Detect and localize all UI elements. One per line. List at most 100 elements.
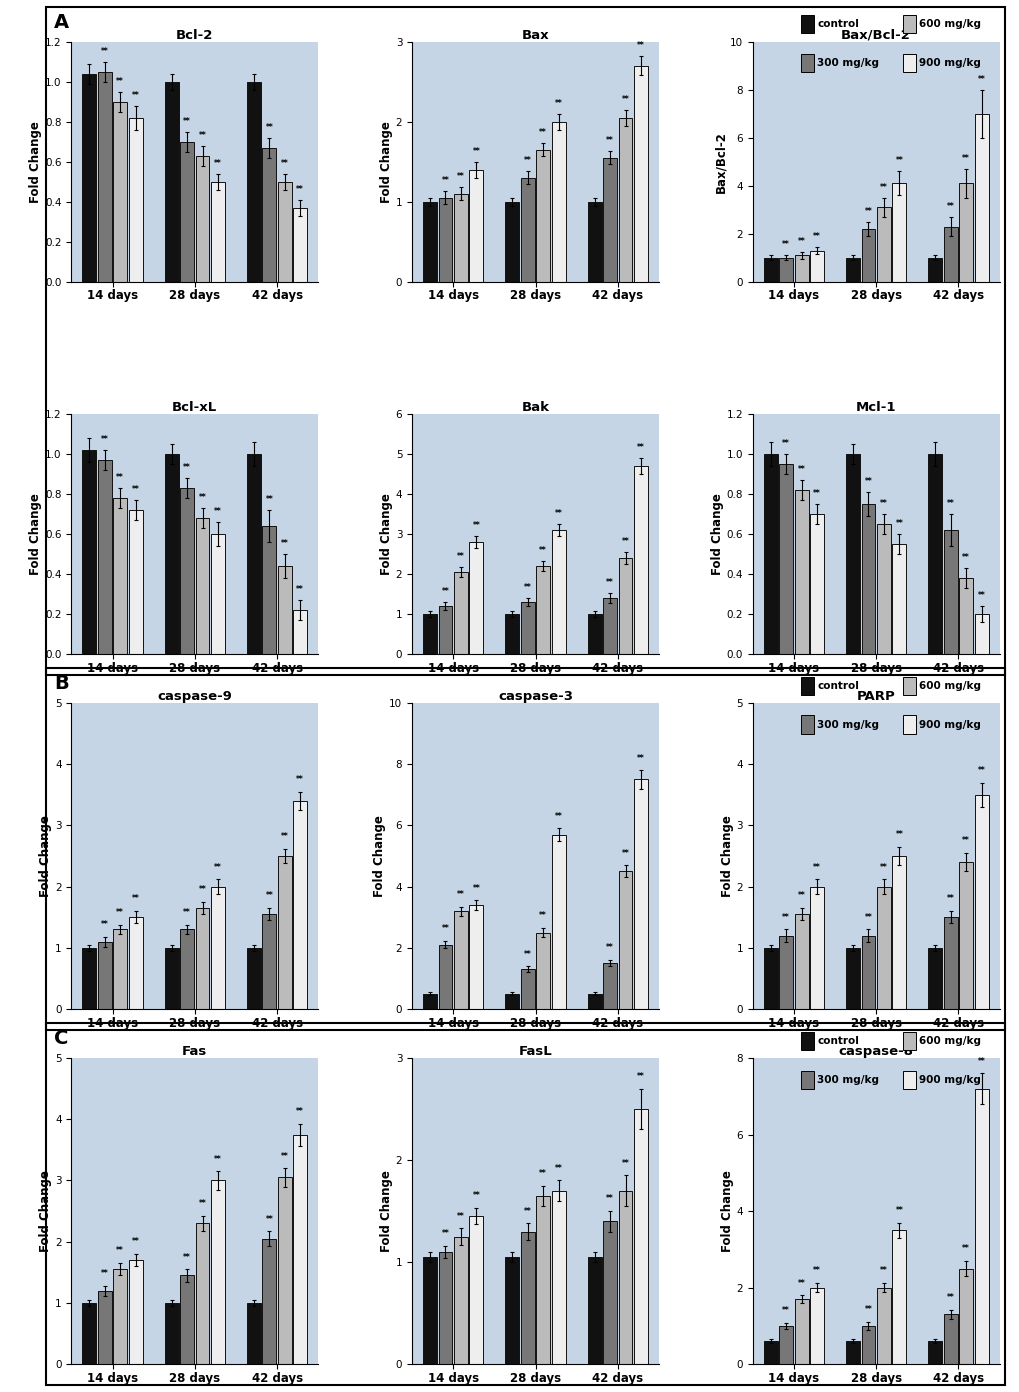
Bar: [262, 148, 276, 281]
Text: **: **: [280, 159, 288, 168]
Bar: [247, 1303, 261, 1364]
Bar: [634, 466, 647, 654]
Bar: [98, 1290, 112, 1364]
Bar: [438, 606, 452, 654]
Bar: [521, 178, 534, 281]
Text: **: **: [441, 1229, 449, 1237]
Text: control: control: [816, 1036, 858, 1045]
Bar: [892, 544, 905, 654]
Text: **: **: [199, 1200, 206, 1208]
Bar: [809, 514, 823, 654]
Bar: [876, 523, 890, 654]
Bar: [634, 65, 647, 281]
Bar: [927, 1342, 942, 1364]
Text: **: **: [554, 99, 561, 107]
Title: Bcl-xL: Bcl-xL: [172, 401, 217, 413]
Bar: [551, 1190, 565, 1364]
Y-axis label: Fold Change: Fold Change: [379, 1171, 392, 1251]
Text: **: **: [812, 863, 820, 871]
Bar: [602, 599, 616, 654]
Text: **: **: [214, 863, 221, 871]
Text: **: **: [265, 496, 273, 504]
Text: **: **: [637, 753, 644, 763]
Bar: [536, 150, 549, 281]
Bar: [180, 142, 194, 281]
Text: **: **: [199, 131, 206, 139]
Bar: [453, 1236, 468, 1364]
Bar: [247, 82, 261, 281]
Text: **: **: [554, 1164, 561, 1173]
Text: **: **: [199, 493, 206, 503]
Text: **: **: [524, 583, 531, 592]
Bar: [536, 933, 549, 1009]
Text: **: **: [621, 849, 629, 857]
Bar: [98, 459, 112, 654]
Text: 900 mg/kg: 900 mg/kg: [918, 720, 980, 729]
Text: **: **: [879, 498, 887, 508]
Bar: [438, 945, 452, 1009]
Title: FasL: FasL: [518, 1045, 552, 1058]
Text: control: control: [816, 19, 858, 29]
Bar: [794, 490, 808, 654]
Text: **: **: [797, 891, 805, 901]
Bar: [763, 1342, 776, 1364]
Bar: [779, 464, 793, 654]
Text: **: **: [539, 128, 546, 138]
Bar: [521, 969, 534, 1009]
Bar: [958, 578, 972, 654]
Bar: [809, 887, 823, 1009]
Bar: [536, 1196, 549, 1364]
Y-axis label: Fold Change: Fold Change: [30, 493, 42, 575]
Bar: [293, 800, 307, 1009]
Text: **: **: [524, 156, 531, 166]
Bar: [277, 182, 291, 281]
Bar: [618, 871, 632, 1009]
Text: 300 mg/kg: 300 mg/kg: [816, 1075, 878, 1084]
Text: **: **: [457, 889, 465, 899]
Bar: [602, 1221, 616, 1364]
Text: **: **: [554, 509, 561, 518]
Bar: [618, 1190, 632, 1364]
Bar: [98, 72, 112, 281]
Text: **: **: [183, 1253, 191, 1261]
Text: **: **: [782, 1306, 790, 1315]
Bar: [618, 118, 632, 281]
Text: 600 mg/kg: 600 mg/kg: [918, 681, 980, 690]
Text: **: **: [782, 438, 790, 448]
Text: **: **: [214, 159, 221, 168]
Bar: [974, 1089, 987, 1364]
Text: **: **: [879, 1267, 887, 1275]
Text: **: **: [605, 1194, 613, 1204]
Bar: [634, 780, 647, 1009]
Text: control: control: [816, 681, 858, 690]
Text: **: **: [895, 519, 902, 528]
Bar: [809, 251, 823, 281]
Text: **: **: [946, 895, 954, 903]
Text: **: **: [812, 232, 820, 241]
Text: **: **: [280, 1151, 288, 1161]
Text: **: **: [524, 1207, 531, 1215]
Bar: [113, 498, 127, 654]
Bar: [794, 915, 808, 1009]
Text: **: **: [183, 908, 191, 917]
Y-axis label: Fold Change: Fold Change: [379, 493, 392, 575]
Bar: [423, 202, 436, 281]
Bar: [974, 795, 987, 1009]
Text: **: **: [879, 863, 887, 871]
Bar: [551, 121, 565, 281]
Bar: [83, 1303, 96, 1364]
Text: **: **: [214, 507, 221, 516]
Text: **: **: [457, 1212, 465, 1221]
Bar: [845, 454, 859, 654]
Bar: [438, 1251, 452, 1364]
Bar: [83, 948, 96, 1009]
Bar: [293, 207, 307, 281]
Bar: [211, 887, 225, 1009]
Bar: [861, 504, 874, 654]
Text: **: **: [895, 830, 902, 839]
Bar: [763, 948, 776, 1009]
Text: **: **: [946, 202, 954, 212]
Bar: [536, 567, 549, 654]
Bar: [845, 1342, 859, 1364]
Text: **: **: [961, 553, 969, 562]
